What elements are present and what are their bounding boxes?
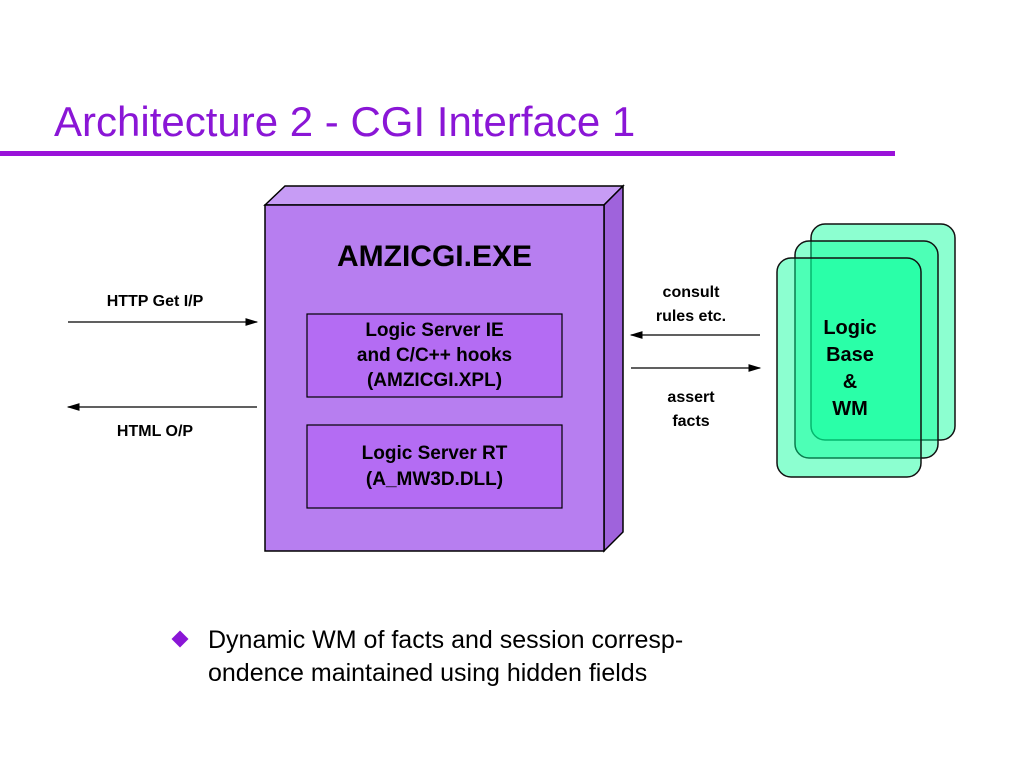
text-line: facts bbox=[672, 413, 710, 430]
title-divider bbox=[0, 151, 895, 156]
assert-label: assert facts bbox=[630, 386, 752, 434]
text-line: Logic Server IE bbox=[365, 320, 504, 341]
text-line: Logic bbox=[823, 317, 877, 339]
text-line: (A_MW3D.DLL) bbox=[365, 469, 504, 490]
text-line: ondence maintained using hidden fields bbox=[208, 659, 648, 687]
text-line: assert bbox=[667, 389, 715, 406]
logic-server-ie-box bbox=[306, 313, 563, 398]
consult-label: consult rules etc. bbox=[630, 281, 752, 329]
html-out-label: HTML O/P bbox=[116, 423, 194, 440]
bullet-text: Dynamic WM of facts and session corresp-… bbox=[208, 624, 808, 690]
amzicgi-label: AMZICGI.EXE bbox=[336, 240, 532, 273]
box-top-face bbox=[263, 185, 625, 206]
http-in-label: HTTP Get I/P bbox=[106, 293, 204, 310]
slide-title: Architecture 2 - CGI Interface 1 bbox=[54, 98, 636, 145]
text-line: Dynamic WM of facts and session corresp- bbox=[208, 626, 684, 654]
text-line: Base bbox=[826, 344, 874, 366]
logic-server-rt-label: Logic Server RT (A_MW3D.DLL) bbox=[307, 441, 562, 493]
logic-base-card-front bbox=[776, 257, 922, 478]
logic-base-label: Logic Base & WM bbox=[800, 315, 900, 423]
logic-server-rt-box bbox=[306, 424, 563, 509]
text-line: and C/C++ hooks bbox=[356, 345, 513, 366]
text-line: WM bbox=[832, 398, 868, 420]
text-line: & bbox=[842, 371, 858, 393]
text-line: (AMZICGI.XPL) bbox=[366, 370, 503, 391]
text-line: rules etc. bbox=[655, 308, 727, 325]
logic-server-ie-label: Logic Server IE and C/C++ hooks (AMZICGI… bbox=[307, 318, 562, 393]
text-line: consult bbox=[662, 284, 720, 301]
box-side-face bbox=[603, 184, 624, 553]
logic-base-card-middle bbox=[794, 240, 939, 459]
logic-base-card-back bbox=[810, 223, 956, 441]
text-line: Logic Server RT bbox=[361, 443, 508, 464]
